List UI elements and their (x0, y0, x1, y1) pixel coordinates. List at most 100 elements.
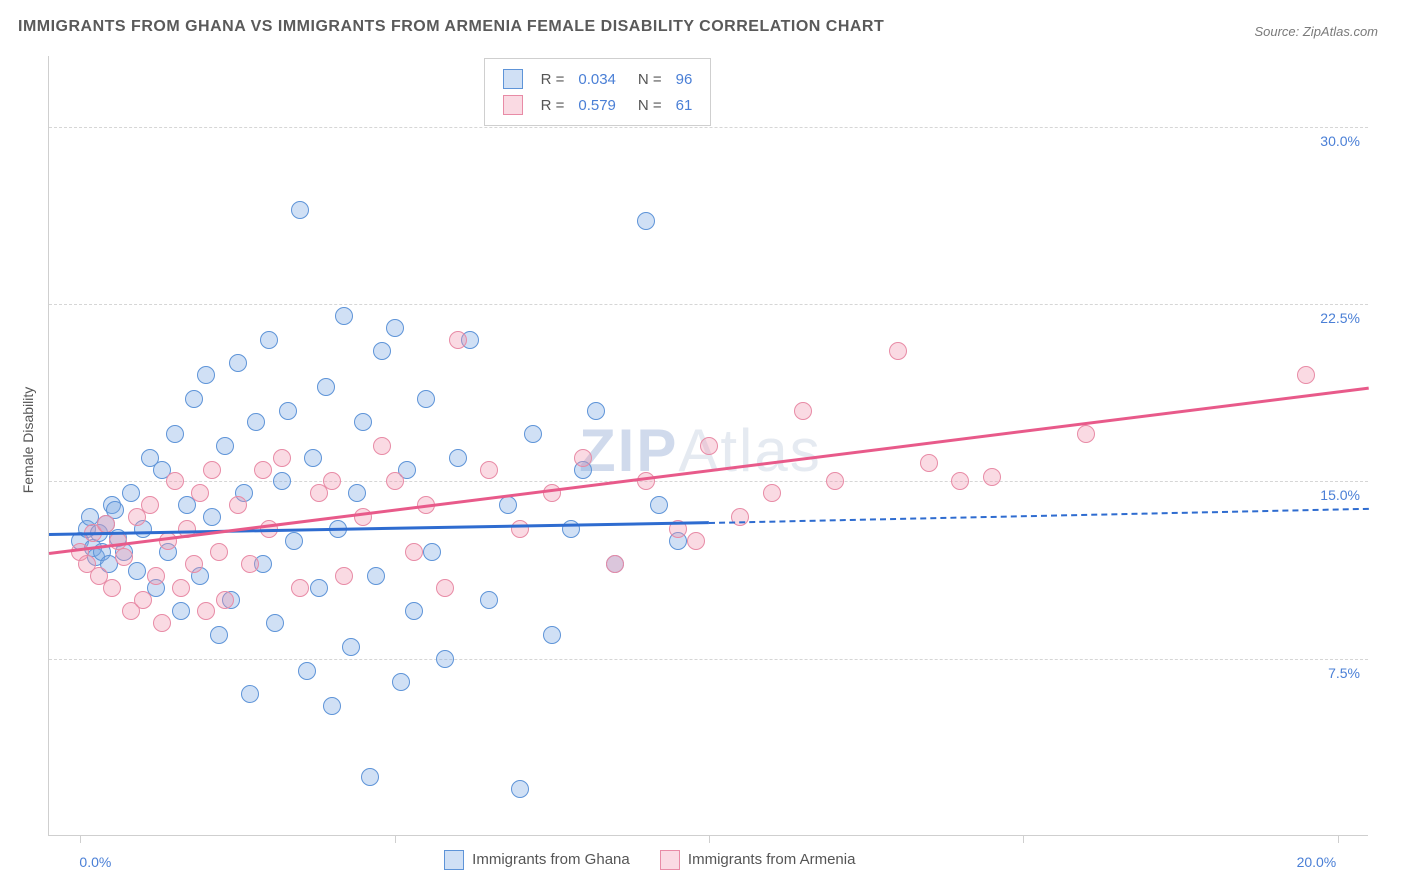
legend-n-value: 96 (670, 67, 699, 91)
data-point-ghana (524, 425, 542, 443)
data-point-armenia (254, 461, 272, 479)
data-point-armenia (606, 555, 624, 573)
legend-r-label: R = (535, 67, 571, 91)
trendline-armenia (49, 387, 1369, 555)
data-point-ghana (285, 532, 303, 550)
data-point-ghana (405, 602, 423, 620)
data-point-armenia (436, 579, 454, 597)
data-point-ghana (587, 402, 605, 420)
data-point-armenia (185, 555, 203, 573)
scatter-plot-area: ZIPAtlas 7.5%15.0%22.5%30.0% (48, 56, 1368, 836)
data-point-ghana (511, 780, 529, 798)
legend-r-value: 0.579 (572, 93, 622, 117)
data-point-ghana (304, 449, 322, 467)
legend-n-label: N = (624, 67, 668, 91)
chart-title: IMMIGRANTS FROM GHANA VS IMMIGRANTS FROM… (18, 18, 884, 36)
data-point-armenia (637, 472, 655, 490)
legend-n-label: N = (624, 93, 668, 117)
data-point-armenia (115, 548, 133, 566)
data-point-armenia (794, 402, 812, 420)
data-point-ghana (216, 437, 234, 455)
data-point-armenia (172, 579, 190, 597)
data-point-ghana (354, 413, 372, 431)
legend-r-value: 0.034 (572, 67, 622, 91)
data-point-ghana (279, 402, 297, 420)
data-point-armenia (291, 579, 309, 597)
data-point-armenia (920, 454, 938, 472)
legend-item-ghana: Immigrants from Ghana (444, 850, 630, 870)
data-point-armenia (1297, 366, 1315, 384)
data-point-ghana (423, 543, 441, 561)
data-point-ghana (122, 484, 140, 502)
legend-item-armenia: Immigrants from Armenia (660, 850, 856, 870)
x-tick-label: 0.0% (79, 854, 111, 870)
data-point-ghana (166, 425, 184, 443)
data-point-armenia (97, 515, 115, 533)
data-point-ghana (273, 472, 291, 490)
data-point-armenia (700, 437, 718, 455)
trendline-ghana-extended (709, 507, 1369, 523)
data-point-armenia (687, 532, 705, 550)
data-point-armenia (134, 591, 152, 609)
data-point-ghana (128, 562, 146, 580)
data-point-armenia (1077, 425, 1095, 443)
gridline (49, 304, 1368, 305)
legend-label: Immigrants from Ghana (472, 851, 630, 868)
data-point-armenia (159, 532, 177, 550)
data-point-ghana (543, 626, 561, 644)
data-point-ghana (260, 331, 278, 349)
gridline (49, 481, 1368, 482)
data-point-ghana (310, 579, 328, 597)
data-point-armenia (405, 543, 423, 561)
data-point-ghana (185, 390, 203, 408)
gridline (49, 127, 1368, 128)
data-point-ghana (449, 449, 467, 467)
legend-swatch (444, 850, 464, 870)
data-point-ghana (197, 366, 215, 384)
data-point-armenia (480, 461, 498, 479)
y-axis-title: Female Disability (20, 387, 36, 494)
data-point-armenia (323, 472, 341, 490)
data-point-ghana (241, 685, 259, 703)
series-legend: Immigrants from Ghana Immigrants from Ar… (444, 850, 855, 870)
data-point-armenia (147, 567, 165, 585)
data-point-armenia (216, 591, 234, 609)
data-point-ghana (417, 390, 435, 408)
data-point-armenia (210, 543, 228, 561)
data-point-armenia (103, 579, 121, 597)
data-point-armenia (273, 449, 291, 467)
data-point-ghana (247, 413, 265, 431)
data-point-ghana (650, 496, 668, 514)
data-point-ghana (499, 496, 517, 514)
data-point-ghana (637, 212, 655, 230)
data-point-ghana (266, 614, 284, 632)
data-point-ghana (386, 319, 404, 337)
y-tick-label: 30.0% (1320, 133, 1360, 149)
x-tick (395, 835, 396, 843)
data-point-ghana (361, 768, 379, 786)
legend-r-label: R = (535, 93, 571, 117)
data-point-ghana (367, 567, 385, 585)
legend-swatch (660, 850, 680, 870)
data-point-ghana (298, 662, 316, 680)
data-point-ghana (348, 484, 366, 502)
source-attribution: Source: ZipAtlas.com (1254, 24, 1378, 39)
data-point-armenia (241, 555, 259, 573)
gridline (49, 659, 1368, 660)
data-point-armenia (166, 472, 184, 490)
data-point-armenia (386, 472, 404, 490)
data-point-armenia (354, 508, 372, 526)
data-point-ghana (373, 342, 391, 360)
data-point-armenia (229, 496, 247, 514)
x-tick (1338, 835, 1339, 843)
data-point-ghana (291, 201, 309, 219)
data-point-ghana (392, 673, 410, 691)
data-point-armenia (203, 461, 221, 479)
data-point-armenia (153, 614, 171, 632)
data-point-armenia (826, 472, 844, 490)
data-point-armenia (191, 484, 209, 502)
data-point-ghana (210, 626, 228, 644)
data-point-armenia (543, 484, 561, 502)
data-point-ghana (203, 508, 221, 526)
legend-label: Immigrants from Armenia (688, 851, 856, 868)
